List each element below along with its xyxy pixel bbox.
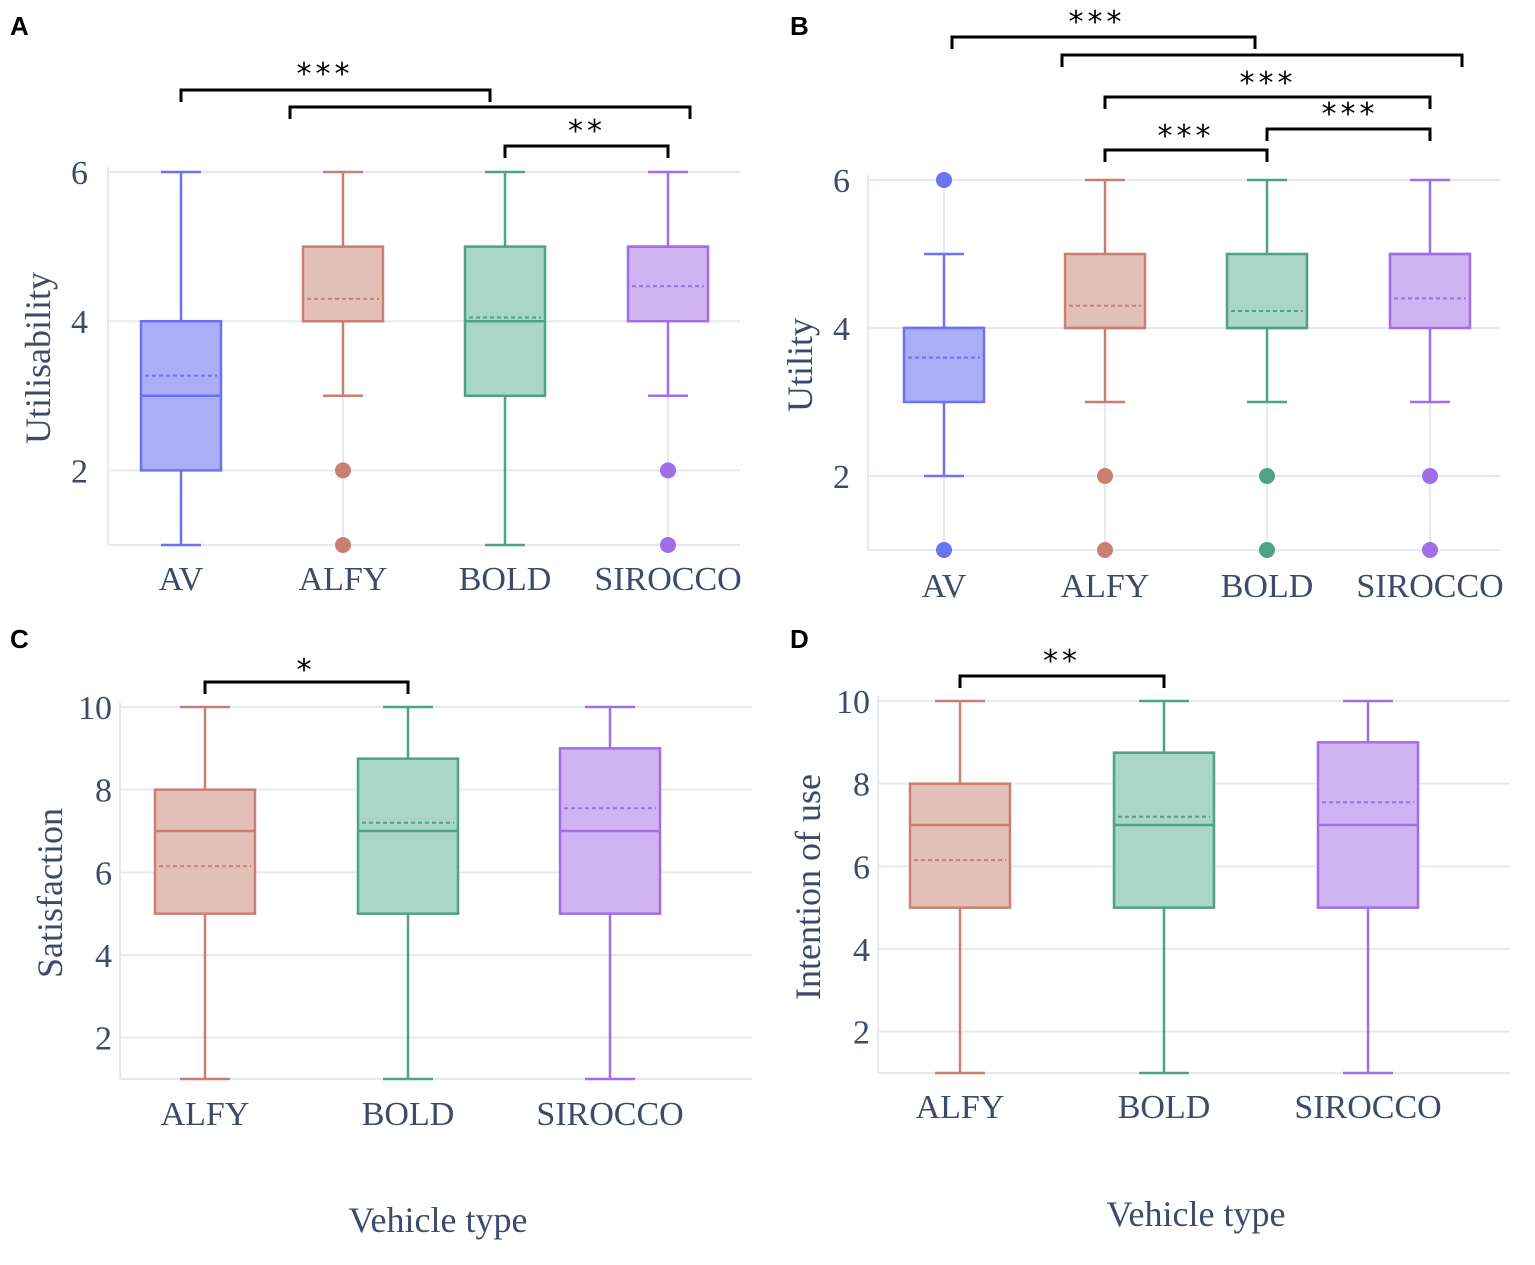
- x-tick-label: SIROCCO: [536, 1096, 683, 1133]
- significance-bracket: [503, 144, 670, 158]
- x-axis-title: Vehicle type: [349, 1200, 528, 1240]
- box-alfy: [301, 170, 385, 553]
- y-axis-title: Utilisability: [18, 272, 58, 444]
- x-tick-label: BOLD: [1221, 568, 1314, 605]
- box-alfy: [1063, 178, 1147, 558]
- y-tick-label: 2: [833, 459, 850, 496]
- x-tick-label: ALFY: [299, 561, 388, 598]
- y-axis-title: Satisfaction: [30, 808, 70, 978]
- y-tick-label: 10: [836, 684, 870, 721]
- significance-bracket: [1265, 127, 1432, 141]
- iqr-box: [153, 788, 257, 915]
- x-tick-label: ALFY: [916, 1089, 1005, 1126]
- outlier-point: [1097, 468, 1113, 484]
- box-sirocco: [1388, 178, 1472, 558]
- x-tick-label: SIROCCO: [1356, 568, 1503, 605]
- box-bold: [1225, 178, 1309, 558]
- outlier-point: [936, 542, 952, 558]
- y-tick-label: 4: [853, 932, 870, 969]
- significance-label: ***: [297, 57, 354, 92]
- x-tick-label: BOLD: [1118, 1089, 1211, 1126]
- significance-label: **: [1043, 644, 1081, 679]
- y-tick-label: 6: [95, 855, 112, 892]
- significance-bracket: [1103, 148, 1269, 162]
- panel-B: B 2 4 6 AV ALFY BOLD SIROCCO Utility *** *** *** ***: [780, 5, 1504, 605]
- significance-label: *: [297, 653, 316, 688]
- outlier-point: [1422, 542, 1438, 558]
- x-tick-label: BOLD: [362, 1096, 455, 1133]
- significance-bracket: [203, 680, 410, 694]
- iqr-box: [301, 245, 385, 323]
- significance-label: ***: [1158, 119, 1215, 154]
- panel-label: B: [790, 11, 809, 41]
- x-tick-label: ALFY: [1061, 568, 1150, 605]
- significance-label: ***: [1240, 66, 1297, 101]
- box-alfy: [908, 699, 1012, 1075]
- panel-label: C: [10, 624, 29, 654]
- panel-label: A: [10, 11, 29, 41]
- x-tick-label: BOLD: [459, 561, 552, 598]
- y-tick-label: 2: [95, 1021, 112, 1058]
- panel-D: D 2 4 6 8 10 ALFY BOLD SIROCCO Intention of use Ve…: [788, 624, 1510, 1234]
- y-tick-label: 6: [71, 155, 88, 192]
- y-tick-label: 10: [78, 690, 112, 727]
- significance-bracket: [1103, 95, 1432, 109]
- box-alfy: [153, 705, 257, 1081]
- significance-bracket: [179, 88, 492, 102]
- iqr-box: [356, 757, 460, 915]
- x-tick-label: AV: [159, 561, 204, 598]
- outlier-point: [1259, 542, 1275, 558]
- x-tick-label: AV: [922, 568, 967, 605]
- outlier-point: [335, 462, 351, 479]
- x-axis-title: Vehicle type: [1107, 1194, 1286, 1234]
- iqr-box: [902, 326, 986, 404]
- outlier-point: [1422, 468, 1438, 484]
- box-sirocco: [558, 705, 662, 1081]
- y-axis-title: Utility: [780, 318, 820, 412]
- outlier-point: [660, 462, 676, 479]
- box-sirocco: [626, 170, 710, 553]
- box-av: [902, 172, 986, 558]
- iqr-box: [1225, 252, 1309, 330]
- significance-label: ***: [1069, 5, 1126, 40]
- outlier-point: [1259, 468, 1275, 484]
- y-tick-label: 4: [71, 304, 88, 341]
- outlier-point: [1097, 542, 1113, 558]
- y-tick-label: 6: [833, 163, 850, 200]
- panel-C: C 2 4 6 8 10 ALFY BOLD SIROCCO Satisfaction Vehicl…: [10, 624, 752, 1240]
- significance-label: **: [568, 114, 606, 149]
- y-tick-label: 2: [71, 453, 88, 490]
- significance-label: ***: [1322, 97, 1379, 132]
- outlier-point: [660, 537, 676, 553]
- box-bold: [356, 705, 460, 1081]
- y-tick-label: 4: [833, 311, 850, 348]
- significance-bracket: [958, 674, 1166, 688]
- significance-bracket: [1060, 53, 1464, 67]
- significance-bracket: [950, 35, 1257, 49]
- iqr-box: [626, 245, 710, 323]
- x-tick-label: SIROCCO: [594, 561, 741, 598]
- panel-label: D: [790, 624, 809, 654]
- iqr-box: [908, 782, 1012, 909]
- box-bold: [1112, 699, 1216, 1075]
- iqr-box: [1063, 252, 1147, 330]
- y-tick-label: 6: [853, 849, 870, 886]
- y-tick-label: 4: [95, 938, 112, 975]
- iqr-box: [1388, 252, 1472, 330]
- x-tick-label: ALFY: [161, 1096, 250, 1133]
- box-av: [139, 170, 223, 547]
- outlier-point: [335, 537, 351, 553]
- y-tick-label: 8: [95, 773, 112, 810]
- y-tick-label: 8: [853, 767, 870, 804]
- y-axis-title: Intention of use: [788, 774, 828, 1000]
- outlier-point: [936, 172, 952, 188]
- x-tick-label: SIROCCO: [1294, 1089, 1441, 1126]
- y-tick-label: 2: [853, 1015, 870, 1052]
- box-sirocco: [1316, 699, 1420, 1075]
- significance-bracket: [288, 105, 692, 119]
- iqr-box: [1112, 751, 1216, 909]
- box-bold: [463, 170, 547, 547]
